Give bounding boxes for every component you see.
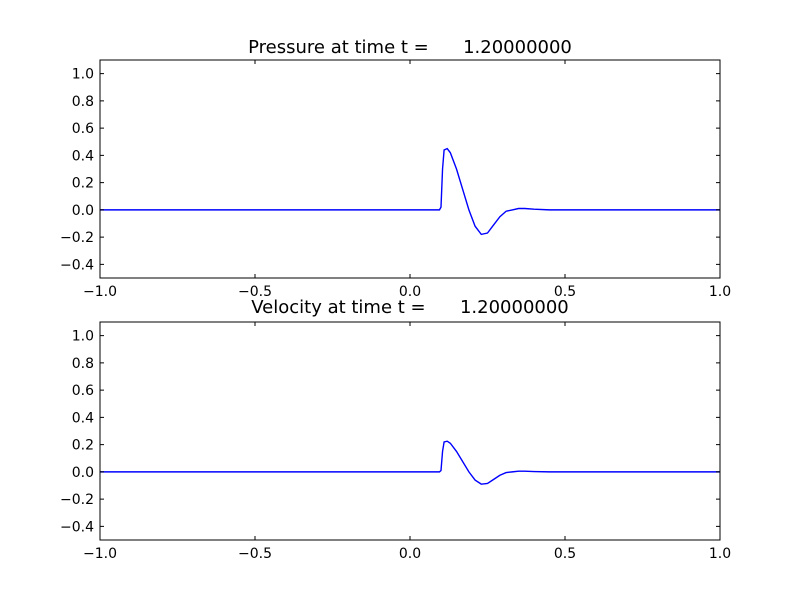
pressure-y-tick-label: 0.6 xyxy=(72,121,94,137)
velocity-y-tick-label: 0.8 xyxy=(72,356,94,372)
velocity-chart: Velocity at time t = 1.20000000 −1.0 −0.5… xyxy=(60,297,731,562)
pressure-series-line xyxy=(100,147,720,236)
velocity-y-tick-label: 0.4 xyxy=(72,410,94,426)
velocity-y-tick-label: 0.2 xyxy=(72,438,94,454)
pressure-x-tick-label: 1.0 xyxy=(709,284,731,300)
velocity-series-line xyxy=(100,440,720,485)
pressure-x-tick-label: −1.0 xyxy=(83,284,117,300)
pressure-y-tick-label: −0.4 xyxy=(60,257,94,273)
velocity-y-tick-label: −0.4 xyxy=(60,519,94,535)
velocity-x-tick-label: −1.0 xyxy=(83,546,117,562)
pressure-y-tick-label: −0.2 xyxy=(60,230,94,246)
velocity-x-tick-label: 0.0 xyxy=(399,546,421,562)
velocity-chart-title: Velocity at time t = 1.20000000 xyxy=(251,297,569,318)
velocity-y-tick-label: 0.0 xyxy=(72,465,94,481)
velocity-y-tick-label: 1.0 xyxy=(72,329,94,345)
pressure-y-tick-label: 0.2 xyxy=(72,176,94,192)
pressure-chart: Pressure at time t = 1.20000000 −1.0 −0.5… xyxy=(60,37,731,300)
velocity-x-tick-label: 1.0 xyxy=(709,546,731,562)
pressure-y-tick-label: 0.8 xyxy=(72,94,94,110)
pressure-y-tick-label: 0.0 xyxy=(72,203,94,219)
velocity-y-tick-label: 0.6 xyxy=(72,383,94,399)
pressure-x-tick-label: 0.0 xyxy=(399,284,421,300)
pressure-x-tick-label: −0.5 xyxy=(238,284,272,300)
pressure-y-tick-label: 1.0 xyxy=(72,67,94,83)
velocity-x-tick-label: 0.5 xyxy=(554,546,576,562)
velocity-y-tick-label: −0.2 xyxy=(60,492,94,508)
pressure-x-tick-label: 0.5 xyxy=(554,284,576,300)
pressure-chart-title: Pressure at time t = 1.20000000 xyxy=(248,37,572,58)
velocity-x-tick-label: −0.5 xyxy=(238,546,272,562)
pressure-y-tick-label: 0.4 xyxy=(72,148,94,164)
